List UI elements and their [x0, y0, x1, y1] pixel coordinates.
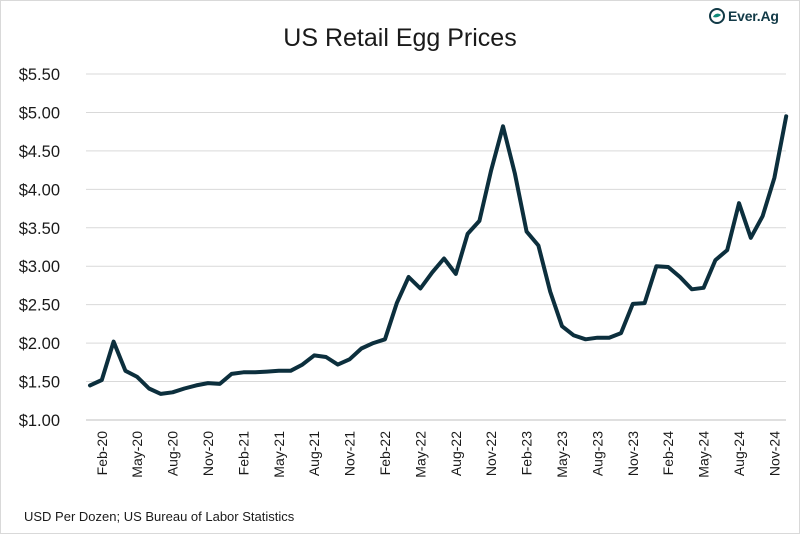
chart-title: US Retail Egg Prices [283, 24, 517, 52]
y-tick-label: $1.00 [19, 412, 60, 430]
x-tick-label: Aug-23 [589, 431, 605, 476]
x-tick-label: May-22 [412, 431, 428, 478]
x-tick-label: May-21 [271, 431, 287, 478]
y-tick-label: $5.50 [19, 66, 60, 84]
x-tick-label: May-23 [554, 431, 570, 478]
everag-leaf-icon [709, 8, 725, 24]
x-axis: Feb-20 May-20 Aug-20 Nov-20 Feb-21 May-21 Aug-… [94, 431, 783, 478]
y-tick-label: $1.50 [19, 374, 60, 392]
series-layer [88, 114, 789, 396]
y-tick-label: $4.00 [19, 181, 60, 199]
x-tick-label: May-20 [129, 431, 145, 478]
y-tick-label: $4.50 [19, 143, 60, 161]
y-tick-label: $2.00 [19, 335, 60, 353]
y-tick-label: $3.00 [19, 258, 60, 276]
x-tick-label: Aug-21 [306, 431, 322, 476]
x-tick-label: Nov-23 [625, 431, 641, 476]
series-line-egg-price [88, 114, 789, 396]
x-tick-label: Feb-24 [660, 431, 676, 476]
y-tick-label: $3.50 [19, 220, 60, 238]
x-tick-label: Feb-23 [519, 431, 535, 476]
x-tick-label: Nov-21 [342, 431, 358, 476]
x-tick-label: May-24 [696, 431, 712, 478]
x-tick-label: Aug-24 [731, 431, 747, 476]
gridlines [86, 73, 786, 421]
x-tick-label: Feb-22 [377, 431, 393, 476]
logo-text: Ever.Ag [728, 8, 779, 24]
x-tick-label: Aug-22 [448, 431, 464, 476]
x-tick-label: Feb-21 [235, 431, 251, 476]
source-footnote: USD Per Dozen; US Bureau of Labor Statis… [24, 509, 295, 524]
x-tick-label: Nov-20 [200, 431, 216, 476]
y-tick-label: $5.00 [19, 104, 60, 122]
everag-logo: Ever.Ag [709, 8, 779, 24]
x-tick-label: Feb-20 [94, 431, 110, 476]
y-axis: $1.00 $1.50 $2.00 $2.50 $3.00 $3.50 $4.00 $4.50… [19, 66, 60, 430]
x-tick-label: Aug-20 [165, 431, 181, 476]
y-tick-label: $2.50 [19, 297, 60, 315]
x-tick-label: Nov-22 [483, 431, 499, 476]
x-tick-label: Nov-24 [766, 431, 782, 476]
